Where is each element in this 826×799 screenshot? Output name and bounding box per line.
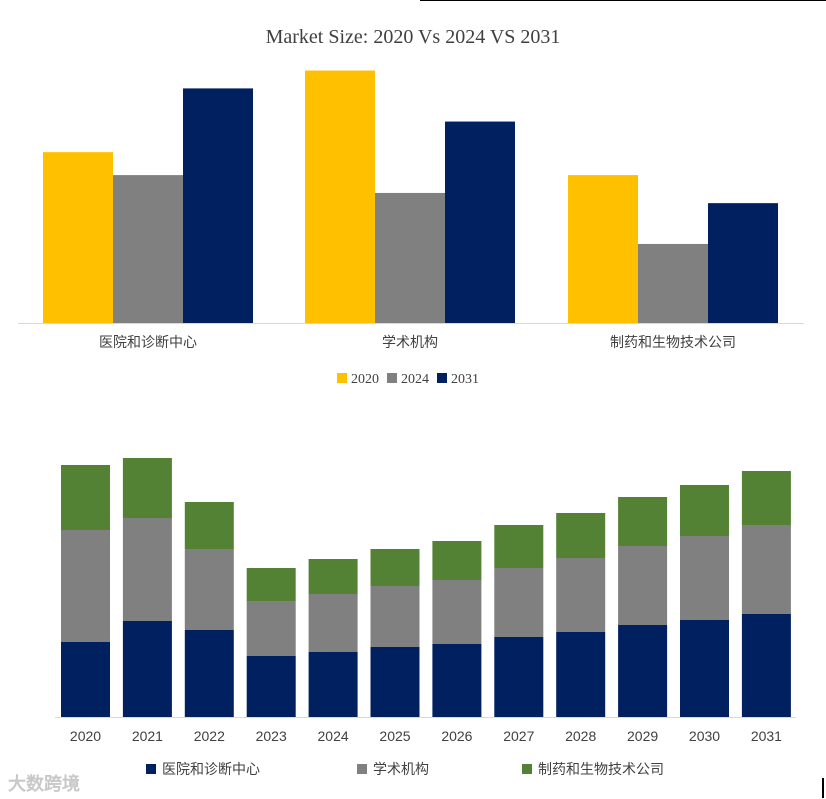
stack-seg-2-2026 <box>432 580 482 644</box>
stack-seg-1-2021 <box>122 621 172 717</box>
legend-label-2020: 2020 <box>351 372 379 387</box>
bar-2031-1 <box>183 88 253 324</box>
stack-seg-2-2024 <box>308 594 358 652</box>
category-label-2: 学术机构 <box>382 335 438 351</box>
stack-seg-3-2023 <box>246 568 296 601</box>
year-label-2026: 2026 <box>441 728 472 744</box>
legend2-swatch-1 <box>146 764 156 774</box>
year-label-2031: 2031 <box>751 728 782 744</box>
stack-seg-1-2029 <box>618 625 668 717</box>
bar-2020-2 <box>305 70 375 323</box>
stack-seg-3-2026 <box>432 541 482 580</box>
year-label-2030: 2030 <box>689 728 720 744</box>
year-label-2023: 2023 <box>256 728 287 744</box>
stack-seg-1-2027 <box>494 637 544 717</box>
stack-seg-1-2022 <box>184 630 234 717</box>
chart-title: Market Size: 2020 Vs 2024 VS 2031 <box>265 26 561 48</box>
watermark-logo: 大数跨境 <box>8 770 80 796</box>
category-label-1: 医院和诊断中心 <box>99 335 197 351</box>
stack-seg-3-2031 <box>741 471 791 525</box>
stack-seg-2-2028 <box>556 558 606 632</box>
stack-seg-2-2031 <box>741 525 791 614</box>
legend2-label-2: 学术机构 <box>373 762 429 778</box>
stack-seg-1-2026 <box>432 644 482 717</box>
category-label-3: 制药和生物技术公司 <box>610 335 736 351</box>
stack-seg-1-2030 <box>680 620 729 717</box>
year-label-2020: 2020 <box>70 728 101 744</box>
bar-2031-2 <box>445 121 515 323</box>
stack-seg-2-2020 <box>61 530 110 642</box>
year-label-2029: 2029 <box>627 728 658 744</box>
stack-seg-3-2021 <box>122 458 172 518</box>
legend-swatch-2031 <box>437 373 447 383</box>
bar-2031-3 <box>708 203 778 323</box>
legend-swatch-2024 <box>387 373 397 383</box>
bar-2024-3 <box>638 243 708 323</box>
year-label-2024: 2024 <box>318 728 349 744</box>
year-label-2025: 2025 <box>379 728 410 744</box>
stack-seg-1-2028 <box>556 632 606 717</box>
year-label-2027: 2027 <box>503 728 534 744</box>
legend2-swatch-2 <box>357 764 367 774</box>
stack-seg-2-2025 <box>370 586 420 647</box>
top-border-line <box>420 0 826 1</box>
legend-label-2024: 2024 <box>401 372 429 387</box>
stack-seg-3-2027 <box>494 525 544 568</box>
legend-swatch-2020 <box>337 373 347 383</box>
legend2-label-3: 制药和生物技术公司 <box>538 762 664 778</box>
year-label-2021: 2021 <box>132 728 163 744</box>
legend-label-2031: 2031 <box>451 372 479 387</box>
bar-2024-1 <box>113 175 183 323</box>
stack-seg-3-2028 <box>556 513 606 558</box>
stack-seg-3-2029 <box>618 497 668 546</box>
watermark-text: 大数跨境 <box>8 774 80 795</box>
stack-seg-2-2023 <box>246 601 296 656</box>
bar-2024-2 <box>375 192 445 323</box>
legend2-swatch-3 <box>522 764 532 774</box>
stack-seg-2-2022 <box>184 549 234 630</box>
stack-seg-1-2025 <box>370 647 420 717</box>
bar-2020-1 <box>43 152 113 323</box>
stack-seg-3-2024 <box>308 559 358 594</box>
stack-seg-2-2027 <box>494 568 544 637</box>
stack-seg-1-2020 <box>61 642 110 717</box>
year-label-2028: 2028 <box>565 728 596 744</box>
stack-seg-2-2030 <box>680 536 729 620</box>
cursor-mark <box>822 778 824 798</box>
stack-seg-1-2031 <box>741 614 791 717</box>
stack-seg-3-2030 <box>680 485 729 536</box>
stack-seg-1-2024 <box>308 652 358 717</box>
stack-seg-1-2023 <box>246 656 296 717</box>
stack-seg-3-2020 <box>61 465 110 530</box>
year-label-2022: 2022 <box>194 728 225 744</box>
stack-seg-3-2022 <box>184 502 234 549</box>
bar-2020-3 <box>568 175 638 323</box>
legend2-label-1: 医院和诊断中心 <box>162 762 260 778</box>
stack-seg-2-2021 <box>122 518 172 621</box>
stack-seg-2-2029 <box>618 546 668 625</box>
stack-seg-3-2025 <box>370 549 420 586</box>
